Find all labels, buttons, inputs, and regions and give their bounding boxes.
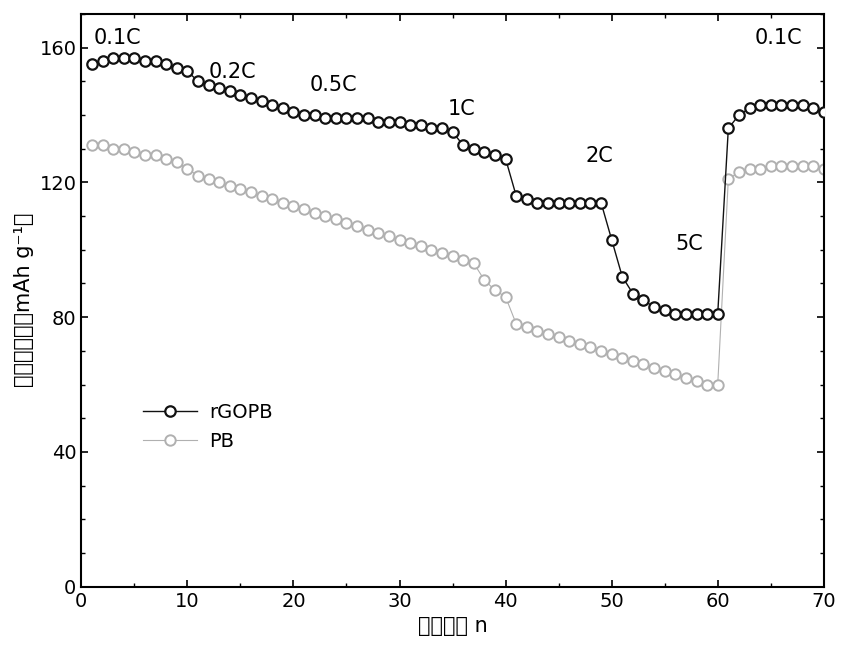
rGOPB bbox=[193, 77, 203, 85]
PB bbox=[309, 209, 320, 216]
rGOPB bbox=[819, 108, 829, 116]
rGOPB bbox=[501, 155, 511, 162]
rGOPB bbox=[670, 310, 680, 318]
rGOPB bbox=[267, 101, 277, 109]
PB bbox=[257, 192, 267, 200]
Line: PB: PB bbox=[87, 140, 829, 390]
rGOPB bbox=[734, 111, 744, 119]
Text: 0.1C: 0.1C bbox=[94, 28, 142, 48]
Text: 5C: 5C bbox=[675, 234, 703, 254]
rGOPB bbox=[87, 60, 97, 68]
PB bbox=[723, 175, 734, 183]
PB bbox=[182, 165, 192, 173]
PB bbox=[490, 286, 500, 294]
Text: 2C: 2C bbox=[585, 146, 613, 166]
Line: rGOPB: rGOPB bbox=[87, 53, 829, 319]
PB bbox=[712, 381, 722, 389]
Y-axis label: 充电比容量（mAh g⁻¹）: 充电比容量（mAh g⁻¹） bbox=[14, 213, 34, 387]
Legend: rGOPB, PB: rGOPB, PB bbox=[143, 403, 273, 451]
rGOPB bbox=[108, 54, 118, 62]
Text: 1C: 1C bbox=[447, 99, 475, 119]
X-axis label: 循环圈数 n: 循环圈数 n bbox=[417, 616, 487, 636]
Text: 0.2C: 0.2C bbox=[208, 62, 256, 82]
PB bbox=[819, 165, 829, 173]
rGOPB bbox=[405, 121, 415, 129]
rGOPB bbox=[320, 114, 331, 122]
Text: 0.5C: 0.5C bbox=[309, 75, 357, 96]
PB bbox=[702, 381, 712, 389]
Text: 0.1C: 0.1C bbox=[755, 28, 802, 48]
PB bbox=[87, 142, 97, 150]
